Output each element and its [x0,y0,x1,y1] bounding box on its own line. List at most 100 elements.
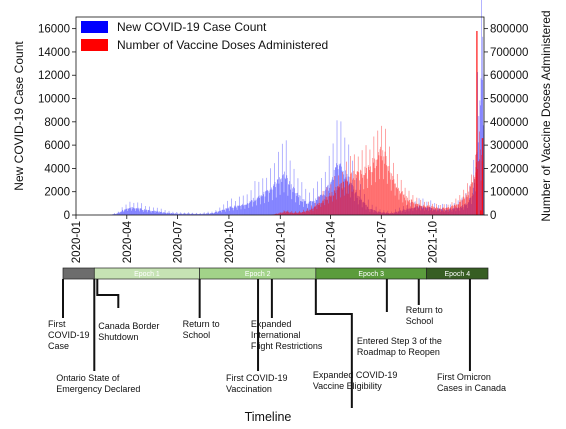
vaccine-dose-bar [421,205,423,215]
vaccine-dose-bar [313,208,314,215]
vaccine-dose-bar [327,196,329,215]
vaccine-dose-bar [333,190,335,215]
vaccine-dose-bar [346,180,348,215]
case-count-bar [175,213,177,215]
vaccine-dose-bar [369,169,370,215]
case-count-bar [183,213,184,215]
vaccine-dose-bar [284,211,286,215]
case-count-bar [215,210,217,215]
vaccine-dose-bar [329,192,331,215]
case-count-bar [301,182,303,215]
vaccine-dose-bar [449,210,451,215]
vaccine-dose-bar [458,201,460,215]
vaccine-dose-bar [434,208,436,215]
vaccine-dose-bar [467,183,468,215]
case-count-bar [139,208,141,215]
vaccine-dose-bar [352,178,354,215]
vaccine-dose-bar [452,206,454,215]
vaccine-dose-bar [458,204,460,215]
case-count-bar [269,192,270,215]
vaccine-dose-bar [379,149,381,215]
case-count-bar [300,201,302,215]
case-count-bar [156,211,158,215]
case-count-bar [340,121,342,215]
vaccine-dose-bar [396,187,398,215]
vaccine-dose-bar [435,208,437,215]
vaccine-dose-bar [380,156,382,215]
case-count-bar [312,201,314,215]
y-left-tick-label: 0 [64,210,70,222]
case-count-bar [197,213,198,215]
vaccine-dose-bar [361,150,363,215]
case-count-bar [161,211,163,215]
case-count-bar [266,177,268,215]
vaccine-dose-bar [376,159,378,215]
case-count-bar [281,181,283,215]
vaccine-dose-bar [338,175,340,215]
vaccine-dose-bar [417,204,419,215]
case-count-bar [199,213,201,215]
case-count-bar [213,213,215,215]
case-count-bar [160,212,161,215]
case-count-bar [181,213,183,215]
case-count-bar [205,214,207,215]
vaccine-dose-bar [453,209,455,215]
case-count-bar [252,206,254,215]
case-count-bar [214,212,216,215]
case-count-bar [142,211,144,215]
vaccine-dose-bar [302,212,304,215]
y-right-tick-label: 800000 [490,24,528,36]
case-count-bar [144,210,146,215]
case-count-bar [114,214,116,215]
vaccine-dose-bar [349,176,351,215]
case-count-bar [295,202,297,215]
vaccine-dose-bar [295,212,297,215]
vaccine-dose-bar [323,200,324,215]
vaccine-dose-bar [320,206,322,215]
case-count-bar [179,213,181,215]
vaccine-dose-bar [420,199,422,215]
case-count-bar [118,212,120,215]
vaccine-dose-bar [452,205,453,215]
vaccine-dose-bar [473,175,475,215]
vaccine-dose-bar [416,197,418,215]
vaccine-dose-bar [345,180,346,215]
case-count-bar [302,201,303,215]
case-count-bar [285,140,287,215]
vaccine-dose-bar [472,182,473,215]
case-count-bar [253,202,255,215]
vaccine-dose-bar [343,195,345,215]
vaccine-dose-bar [468,191,470,215]
vaccine-dose-bar [388,166,390,215]
case-count-bar [130,208,131,215]
case-count-bar [159,211,160,215]
case-count-bar [218,211,220,215]
vaccine-dose-bar [472,194,474,215]
case-count-bar [148,209,150,215]
case-count-bar [207,211,209,215]
vaccine-dose-bar [353,154,355,215]
vaccine-dose-bar [401,191,403,215]
vaccine-dose-bar [437,210,439,215]
vaccine-dose-bar [428,207,430,215]
case-count-bar [149,210,151,215]
vaccine-dose-bar [471,174,472,215]
vaccine-dose-bar [437,208,438,215]
case-count-bar [273,184,275,215]
vaccine-dose-bar [347,181,348,215]
case-count-bar [140,208,142,215]
vaccine-dose-bar [335,186,337,215]
annotation-line: First [48,319,66,329]
case-count-bar [137,207,139,215]
case-count-bar [260,196,262,215]
case-count-bar [235,201,236,215]
vaccine-dose-bar [281,212,283,215]
case-count-bar [141,209,143,215]
case-count-bar [245,204,246,215]
case-count-bar [116,213,117,215]
case-count-bar [231,207,233,215]
vaccine-dose-bar [371,185,372,215]
case-count-bar [238,206,240,215]
case-count-bar [264,196,266,215]
vaccine-dose-bar [337,186,339,215]
